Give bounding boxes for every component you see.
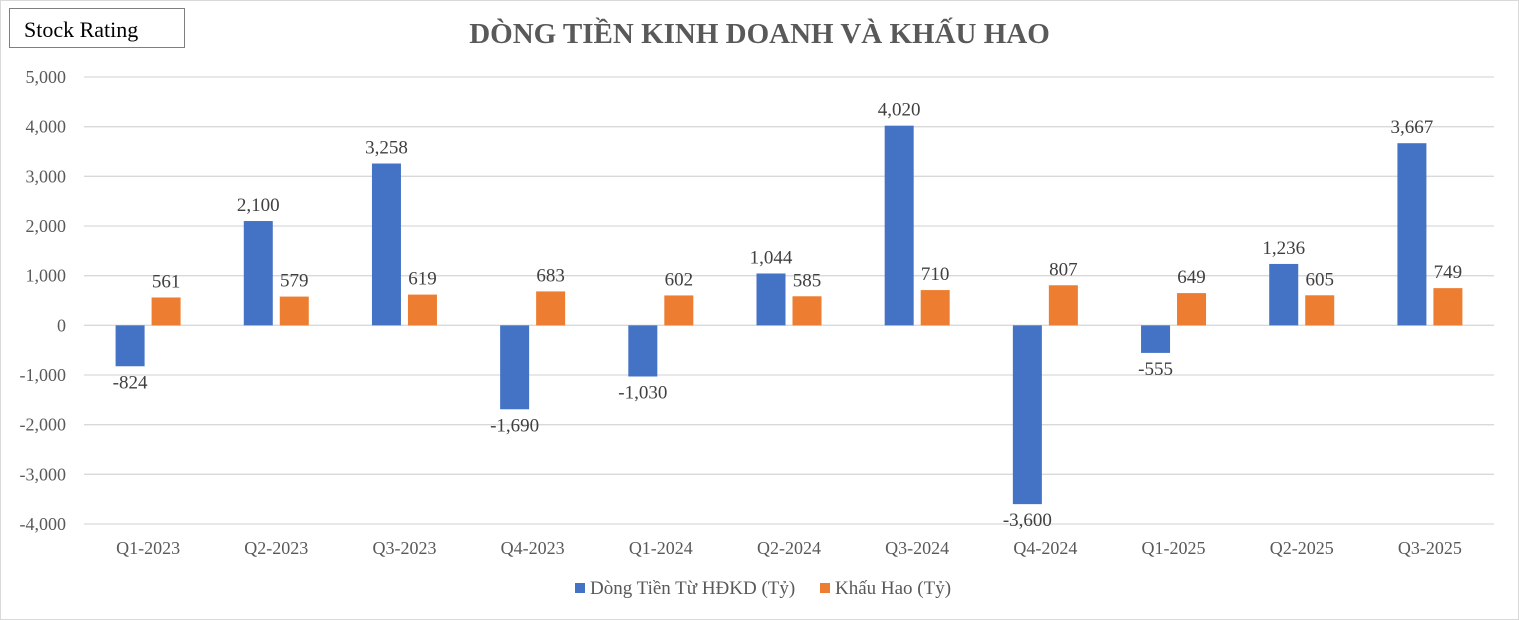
cashflow-bar [371, 163, 401, 326]
y-tick-label: 3,000 [26, 166, 67, 186]
data-label: 807 [1049, 259, 1078, 280]
data-label: 585 [793, 270, 822, 291]
data-label: -3,600 [1003, 510, 1052, 531]
y-tick-label: -1,000 [20, 365, 67, 385]
data-label: -824 [113, 372, 148, 393]
cashflow-bar [1269, 263, 1299, 326]
stock-rating-badge: Stock Rating [9, 8, 185, 48]
x-tick-label: Q3-2023 [372, 538, 436, 558]
cashflow-bar [1012, 325, 1042, 505]
legend-label-cashflow: Dòng Tiền Từ HĐKD (Tỷ) [590, 578, 795, 599]
depreciation-bar [1433, 288, 1463, 326]
depreciation-bar [151, 297, 181, 326]
cashflow-bar [756, 273, 786, 326]
data-label: 619 [408, 269, 437, 290]
depreciation-bar [1177, 293, 1207, 326]
legend-label-depreciation: Khấu Hao (Tỷ) [835, 578, 951, 599]
data-label: 1,044 [750, 247, 793, 268]
x-tick-label: Q3-2024 [885, 538, 949, 558]
cashflow-bar [884, 125, 914, 326]
data-label: 561 [152, 271, 181, 292]
depreciation-bar [1305, 295, 1335, 326]
data-label: 602 [665, 269, 694, 290]
data-label: -1,690 [490, 415, 539, 436]
data-label: 649 [1177, 267, 1206, 288]
depreciation-bar [279, 296, 309, 326]
data-label: 1,236 [1262, 238, 1305, 259]
chart-title: DÒNG TIỀN KINH DOANH VÀ KHẤU HAO [469, 18, 1050, 50]
data-label: 4,020 [878, 100, 921, 121]
y-tick-label: -4,000 [20, 514, 67, 534]
data-label: 605 [1305, 269, 1334, 290]
x-tick-label: Q1-2024 [629, 538, 693, 558]
cashflow-bar [1141, 325, 1171, 353]
y-tick-label: 0 [57, 315, 66, 335]
cashflow-bar [500, 325, 530, 410]
y-tick-label: 1,000 [26, 266, 67, 286]
depreciation-bar [664, 295, 694, 326]
data-label: 579 [280, 271, 309, 292]
data-label: 2,100 [237, 195, 280, 216]
depreciation-bar [1048, 285, 1078, 326]
cashflow-bar [243, 221, 273, 326]
y-tick-label: 5,000 [26, 67, 67, 87]
y-tick-label: 2,000 [26, 216, 67, 236]
x-tick-label: Q4-2024 [1013, 538, 1077, 558]
x-tick-label: Q1-2023 [116, 538, 180, 558]
legend-swatch-depreciation [820, 583, 830, 593]
depreciation-bar [536, 291, 566, 326]
data-label: -1,030 [618, 382, 667, 403]
x-tick-label: Q2-2025 [1270, 538, 1334, 558]
depreciation-bar [407, 294, 437, 326]
x-tick-label: Q2-2024 [757, 538, 821, 558]
x-tick-label: Q4-2023 [501, 538, 565, 558]
cashflow-bar [115, 325, 145, 367]
x-tick-label: Q1-2025 [1142, 538, 1206, 558]
y-tick-label: -3,000 [20, 464, 67, 484]
data-label: 749 [1434, 262, 1463, 283]
x-tick-label: Q3-2025 [1398, 538, 1462, 558]
y-tick-label: -2,000 [20, 415, 67, 435]
y-tick-label: 4,000 [26, 117, 67, 137]
depreciation-bar [920, 290, 950, 326]
data-label: 683 [536, 265, 565, 286]
x-tick-label: Q2-2023 [244, 538, 308, 558]
data-label: -555 [1138, 359, 1173, 380]
depreciation-bar [792, 296, 822, 326]
cashflow-bar [628, 325, 658, 377]
data-label: 3,258 [365, 138, 408, 159]
data-label: 3,667 [1391, 117, 1434, 138]
cashflow-bar [1397, 143, 1427, 326]
legend-swatch-cashflow [575, 583, 585, 593]
data-label: 710 [921, 264, 950, 285]
